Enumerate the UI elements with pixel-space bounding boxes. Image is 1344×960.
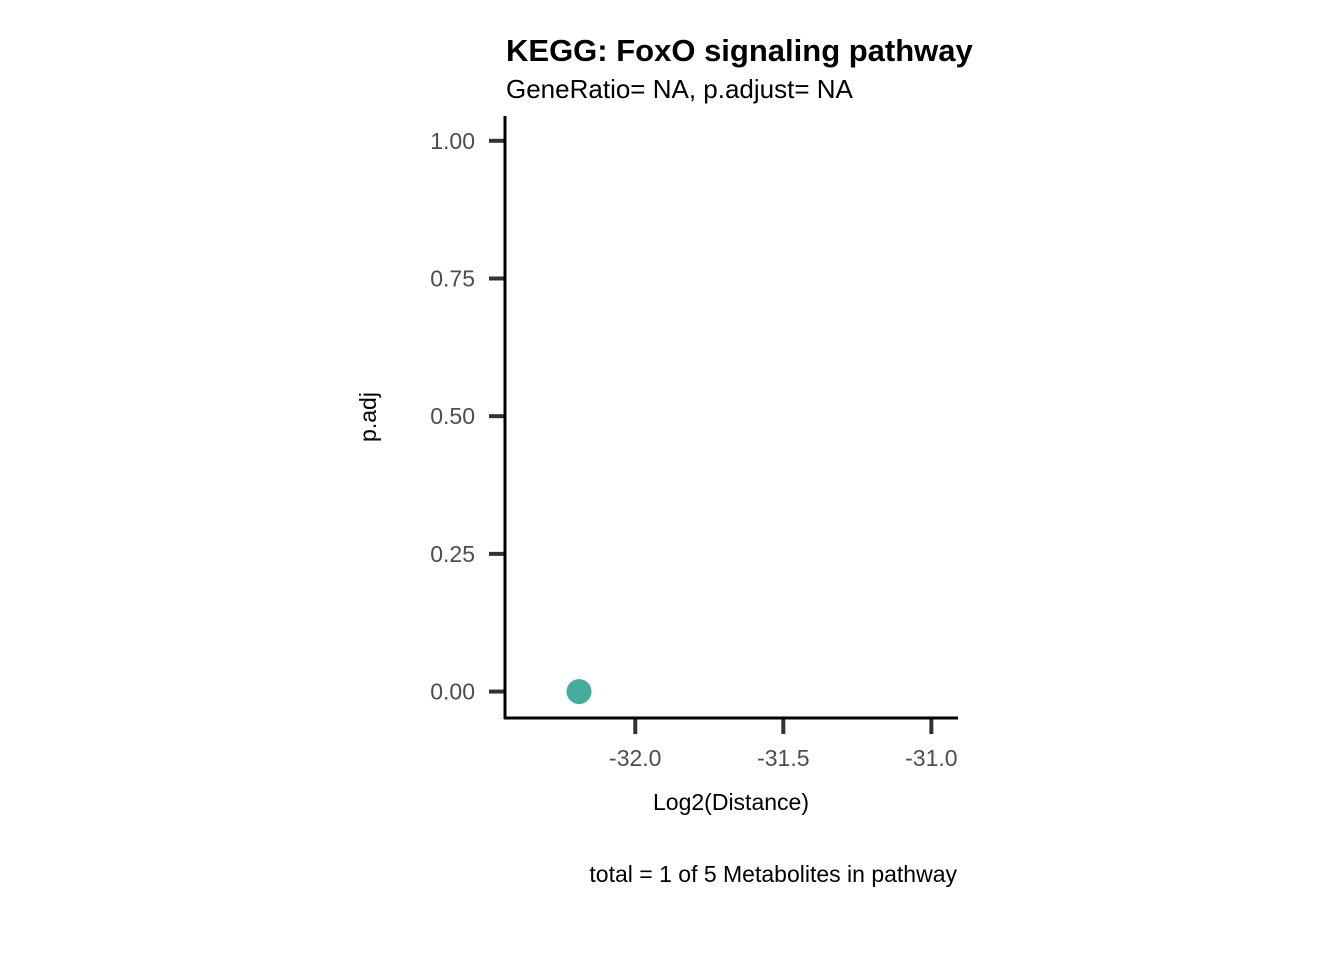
y-tick-label: 0.00: [430, 679, 475, 705]
x-axis-ticks: -32.0 -31.5 -31.0: [609, 718, 958, 771]
y-tick-label: 0.50: [430, 403, 475, 429]
chart-subtitle: GeneRatio= NA, p.adjust= NA: [506, 74, 854, 104]
y-tick-label: 0.25: [430, 541, 475, 567]
data-point: [566, 679, 592, 705]
x-tick-label: -31.5: [757, 745, 809, 771]
x-axis-title: Log2(Distance): [653, 789, 809, 815]
y-axis-title: p.adj: [355, 392, 381, 442]
y-tick-label: 0.75: [430, 265, 475, 291]
x-tick-label: -31.0: [905, 745, 957, 771]
chart-caption: total = 1 of 5 Metabolites in pathway: [589, 861, 957, 887]
y-axis-ticks: 0.00 0.25 0.50 0.75 1.00: [430, 128, 505, 705]
chart-title: KEGG: FoxO signaling pathway: [506, 33, 974, 68]
x-tick-label: -32.0: [609, 745, 661, 771]
y-tick-label: 1.00: [430, 128, 475, 154]
data-points: [566, 679, 592, 705]
